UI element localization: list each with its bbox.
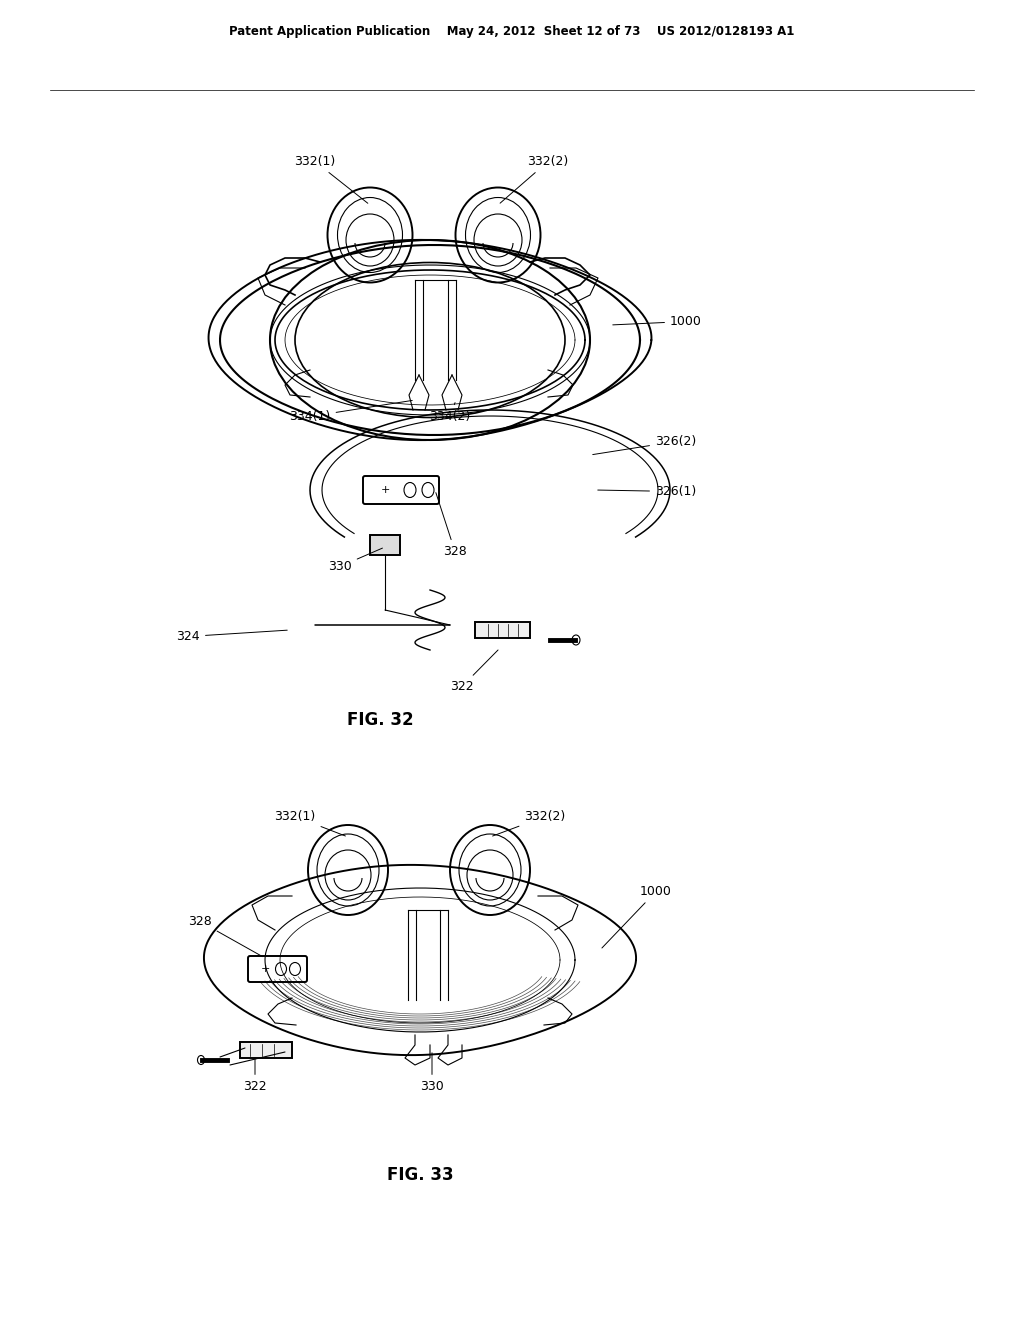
Text: 332(1): 332(1): [294, 154, 368, 203]
Text: 332(1): 332(1): [274, 810, 345, 836]
Text: 322: 322: [451, 649, 498, 693]
Text: +: +: [380, 484, 390, 495]
FancyBboxPatch shape: [362, 477, 439, 504]
Text: 326(1): 326(1): [598, 484, 696, 498]
Text: 328: 328: [436, 492, 467, 558]
Text: 334(2): 334(2): [429, 403, 471, 422]
Text: 330: 330: [328, 548, 382, 573]
Text: 334(1): 334(1): [290, 400, 413, 422]
Text: FIG. 33: FIG. 33: [387, 1166, 454, 1184]
Text: 324: 324: [176, 630, 287, 643]
Text: 332(2): 332(2): [500, 154, 568, 203]
Text: 1000: 1000: [612, 315, 701, 327]
Text: FIG. 32: FIG. 32: [347, 711, 414, 729]
Text: +: +: [260, 964, 269, 974]
Text: 326(2): 326(2): [593, 436, 696, 454]
FancyBboxPatch shape: [248, 956, 307, 982]
Text: 330: 330: [420, 1053, 443, 1093]
Text: 328: 328: [188, 915, 262, 957]
Bar: [370, 535, 400, 554]
Text: 322: 322: [243, 1057, 267, 1093]
Text: 332(2): 332(2): [493, 810, 565, 836]
Text: Patent Application Publication    May 24, 2012  Sheet 12 of 73    US 2012/012819: Patent Application Publication May 24, 2…: [229, 25, 795, 38]
Bar: [240, 1041, 292, 1059]
Bar: [475, 622, 530, 638]
Text: 1000: 1000: [602, 884, 672, 948]
